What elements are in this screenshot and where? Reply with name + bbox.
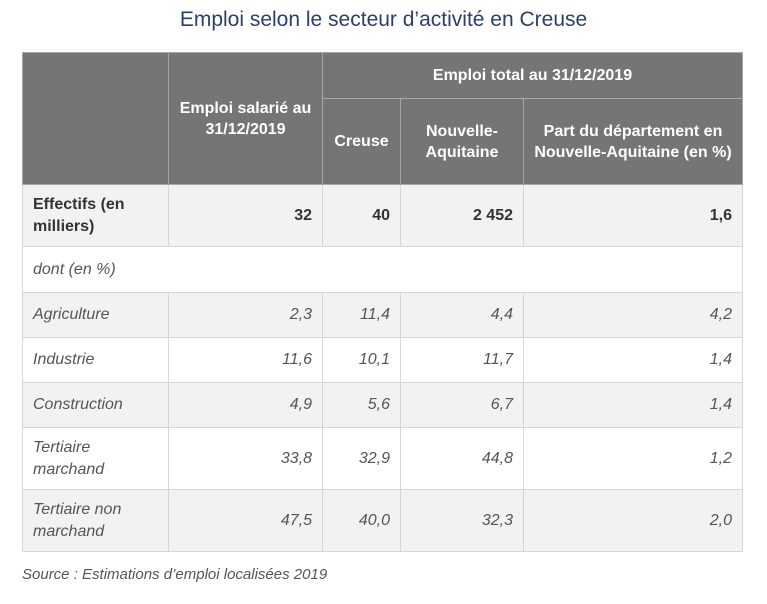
row-label: Effectifs (en milliers) xyxy=(22,184,169,247)
row-label: Tertiaire marchand xyxy=(22,427,169,490)
cell-part: 1,6 xyxy=(523,184,743,247)
table-row: Industrie 11,6 10,1 11,7 1,4 xyxy=(22,337,743,383)
header-row-2: Creuse Nouvelle-Aquitaine Part du départ… xyxy=(23,98,743,185)
cell-creuse: 32,9 xyxy=(322,427,401,490)
cell-nouvelle-aquitaine: 11,7 xyxy=(400,337,524,383)
row-label: Agriculture xyxy=(22,292,169,338)
source-note: Source : Estimations d’emploi localisées… xyxy=(22,566,328,583)
header-part-departement: Part du département en Nouvelle-Aquitain… xyxy=(523,98,743,185)
header-creuse: Creuse xyxy=(322,98,401,185)
cell-creuse: 40,0 xyxy=(322,489,401,552)
cell-part: 1,2 xyxy=(523,427,743,490)
cell-part: 1,4 xyxy=(523,337,743,383)
table-row: Tertiaire non marchand 47,5 40,0 32,3 2,… xyxy=(22,489,743,552)
cell-emploi-salarie: 47,5 xyxy=(168,489,323,552)
cell-part: 2,0 xyxy=(523,489,743,552)
cell-nouvelle-aquitaine: 2 452 xyxy=(400,184,524,247)
cell-nouvelle-aquitaine: 4,4 xyxy=(400,292,524,338)
row-label: Tertiaire non marchand xyxy=(22,489,169,552)
cell-emploi-salarie: 11,6 xyxy=(168,337,323,383)
cell-emploi-salarie: 2,3 xyxy=(168,292,323,338)
dont-label: dont (en %) xyxy=(22,246,743,293)
cell-creuse: 10,1 xyxy=(322,337,401,383)
header-emploi-salarie: Emploi salarié au 31/12/2019 xyxy=(168,52,323,185)
table-row: Tertiaire marchand 33,8 32,9 44,8 1,2 xyxy=(22,427,743,490)
cell-emploi-salarie: 32 xyxy=(168,184,323,247)
table-row: Agriculture 2,3 11,4 4,4 4,2 xyxy=(22,292,743,338)
cell-emploi-salarie: 33,8 xyxy=(168,427,323,490)
employment-table: Emploi salarié au 31/12/2019 Emploi tota… xyxy=(22,52,743,552)
header-emploi-total: Emploi total au 31/12/2019 xyxy=(322,52,743,99)
corner-header-cell xyxy=(22,52,169,185)
row-label: Construction xyxy=(22,382,169,428)
row-label: Industrie xyxy=(22,337,169,383)
cell-creuse: 11,4 xyxy=(322,292,401,338)
cell-nouvelle-aquitaine: 32,3 xyxy=(400,489,524,552)
table-row: Construction 4,9 5,6 6,7 1,4 xyxy=(22,382,743,428)
cell-creuse: 40 xyxy=(322,184,401,247)
table-row-effectifs: Effectifs (en milliers) 32 40 2 452 1,6 xyxy=(22,184,743,247)
cell-part: 4,2 xyxy=(523,292,743,338)
table-row-dont: dont (en %) xyxy=(22,246,743,293)
cell-creuse: 5,6 xyxy=(322,382,401,428)
header-row-1: Emploi salarié au 31/12/2019 Emploi tota… xyxy=(22,52,743,185)
page-title: Emploi selon le secteur d’activité en Cr… xyxy=(179,8,588,31)
cell-part: 1,4 xyxy=(523,382,743,428)
header-nouvelle-aquitaine: Nouvelle-Aquitaine xyxy=(400,98,524,185)
cell-emploi-salarie: 4,9 xyxy=(168,382,323,428)
cell-nouvelle-aquitaine: 6,7 xyxy=(400,382,524,428)
cell-nouvelle-aquitaine: 44,8 xyxy=(400,427,524,490)
